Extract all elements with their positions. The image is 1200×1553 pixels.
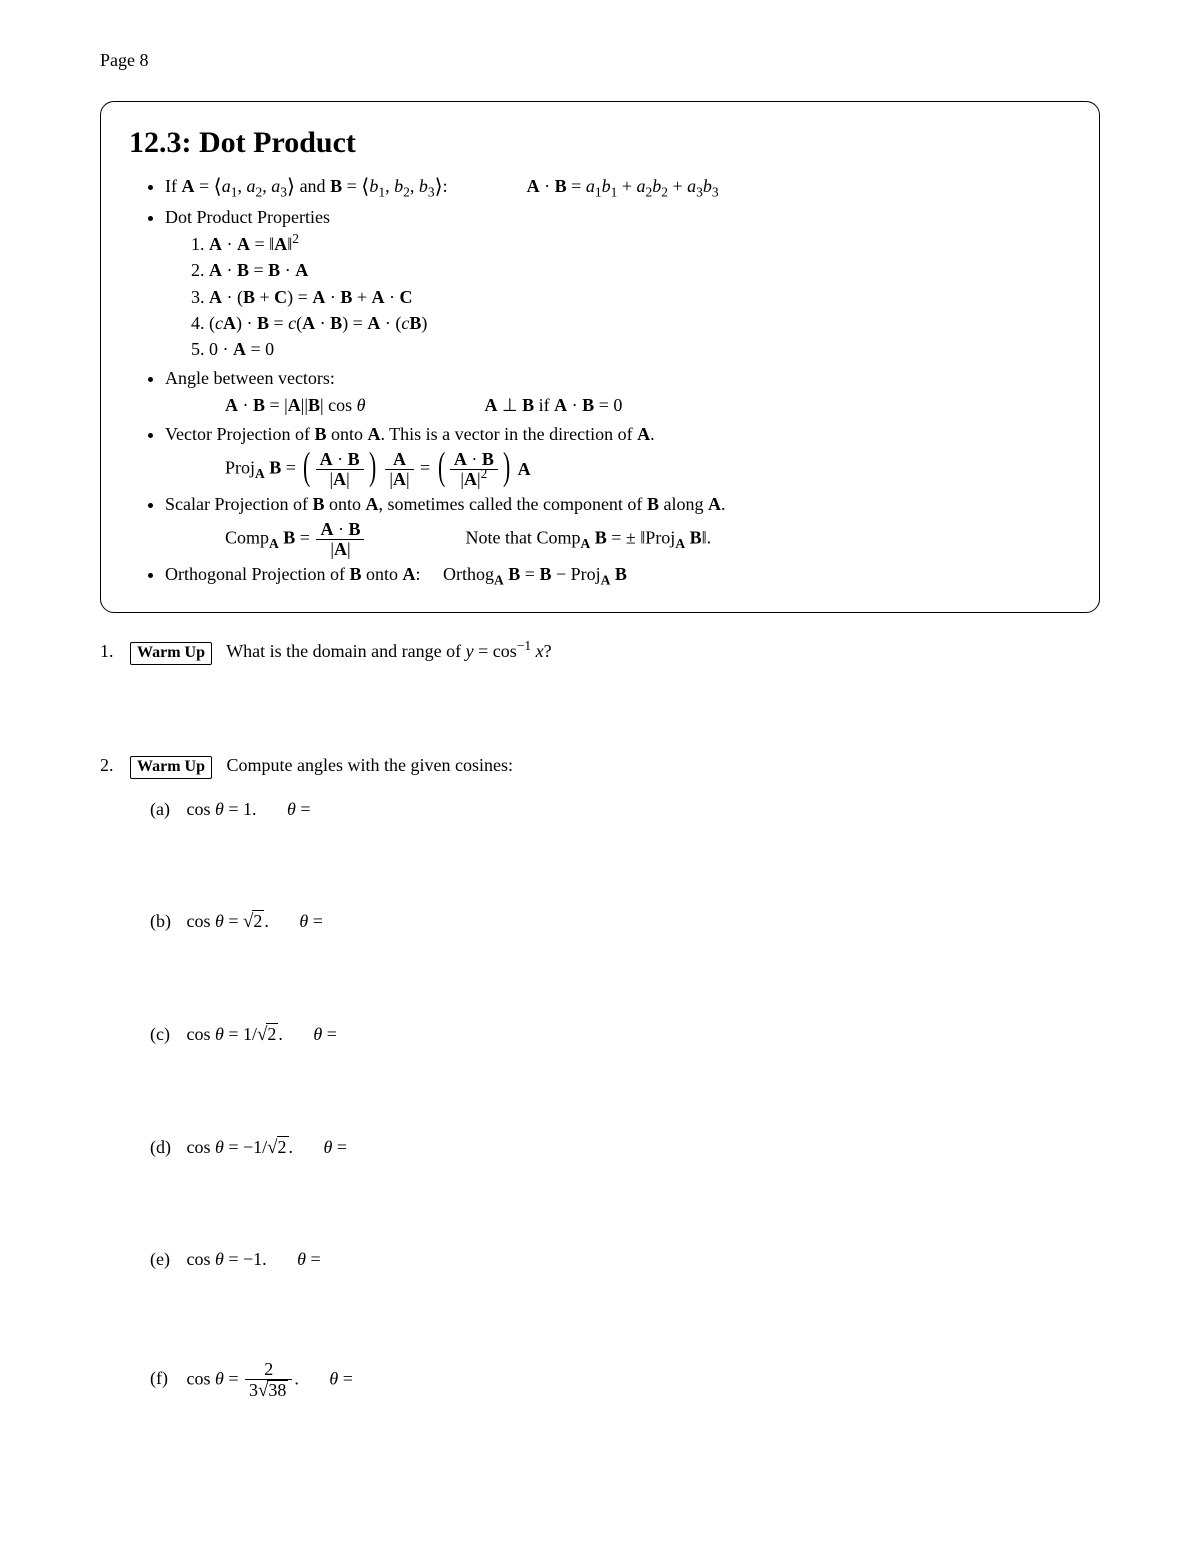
sub-c: (c) cos θ = 1/2. θ = [150,1023,1100,1046]
text: . [264,911,269,931]
bullet-properties: Dot Product Properties A · A = ‖A‖2 A · … [165,205,1071,362]
text: : [443,176,448,196]
value: 2 [245,1360,292,1379]
summary-box: 12.3: Dot Product If A = ⟨a1, a2, a3⟩ an… [100,101,1100,613]
sub-label: (e) [150,1249,182,1270]
value: −1/ [243,1137,267,1157]
text: Vector Projection of [165,424,314,444]
q-number: 2. [100,755,130,776]
text: . [289,1137,294,1157]
text: . This is a vector in the direction of [381,424,638,444]
text: onto [324,494,365,514]
text: Angle between vectors: [165,368,335,388]
vecproj-formula: ProjA B = (A · B|A|) A|A| = (A · B|A|2) … [225,450,1071,489]
text: . [650,424,655,444]
q-body: Warm Up Compute angles with the given co… [130,755,513,779]
sub-list: (a) cos θ = 1. θ = (b) cos θ = 2. θ = (c… [150,799,1100,1401]
page-number: Page 8 [100,50,1100,71]
sub-label: (b) [150,911,182,932]
prop-1: A · A = ‖A‖2 [209,232,1071,257]
bullet-vector-projection: Vector Projection of B onto A. This is a… [165,422,1071,488]
text: If [165,176,182,196]
q-number: 1. [100,641,130,662]
sub-label: (c) [150,1024,182,1045]
sub-d: (d) cos θ = −1/2. θ = [150,1136,1100,1159]
sub-e: (e) cos θ = −1. θ = [150,1249,1100,1270]
vec-B: B [330,176,342,196]
text: . [278,1024,283,1044]
sub-a: (a) cos θ = 1. θ = [150,799,1100,820]
sub-label: (a) [150,799,182,820]
text: Orthogonal Projection of [165,564,349,584]
value: 2 [266,1023,278,1045]
text: onto [326,424,367,444]
page: Page 8 12.3: Dot Product If A = ⟨a1, a2,… [0,0,1200,1553]
value: 2 [252,910,264,932]
scalproj-formula: CompA B = A · B|A| Note that CompA B = ±… [225,520,1071,559]
sub-f: (f) cos θ = 2 338 . θ = [150,1360,1100,1401]
prop-4: (cA) · B = c(A · B) = A · (cB) [209,311,1071,336]
bullet-list: If A = ⟨a1, a2, a3⟩ and B = ⟨b1, b2, b3⟩… [129,172,1071,588]
value: 1/ [243,1024,257,1044]
prop-5: 0 · A = 0 [209,337,1071,362]
value: 3 [249,1380,258,1400]
question-1: 1. Warm Up What is the domain and range … [100,641,1100,665]
text: What is the domain and range of [226,641,465,661]
vec-A: A [182,176,195,196]
text: Compute angles with the given cosines: [227,755,513,775]
bullet-scalar-projection: Scalar Projection of B onto A, sometimes… [165,492,1071,558]
text: , sometimes called the component of [379,494,647,514]
bullet-angle: Angle between vectors: A · B = |A||B| co… [165,366,1071,418]
properties-list: A · A = ‖A‖2 A · B = B · A A · (B + C) =… [199,232,1071,362]
text: onto [361,564,402,584]
section-title: 12.3: Dot Product [129,122,1071,164]
questions: 1. Warm Up What is the domain and range … [100,641,1100,1401]
prop-3: A · (B + C) = A · B + A · C [209,285,1071,310]
q-body: Warm Up What is the domain and range of … [130,641,552,665]
text: Scalar Projection of [165,494,312,514]
question-2: 2. Warm Up Compute angles with the given… [100,755,1100,1401]
warm-up-tag: Warm Up [130,756,212,779]
bullet-definition: If A = ⟨a1, a2, a3⟩ and B = ⟨b1, b2, b3⟩… [165,172,1071,201]
sub-b: (b) cos θ = 2. θ = [150,910,1100,933]
text: ? [544,641,552,661]
value: 1. [243,799,257,819]
text: : [416,564,421,584]
bullet-orthogonal-projection: Orthogonal Projection of B onto A: Ortho… [165,562,1071,587]
text: Note that [465,527,536,547]
angle-formula: A · B = |A||B| cos θ A ⊥ B if A · B = 0 [225,393,1071,418]
sub-label: (d) [150,1137,182,1158]
value: 38 [267,1380,288,1400]
warm-up-tag: Warm Up [130,642,212,665]
value: 2 [277,1136,289,1158]
text: along [659,494,708,514]
value: −1. [243,1249,267,1269]
text: and [300,176,331,196]
text: . [294,1368,299,1388]
text: . [721,494,726,514]
text: Dot Product Properties [165,207,330,227]
sub-label: (f) [150,1368,182,1389]
prop-2: A · B = B · A [209,258,1071,283]
